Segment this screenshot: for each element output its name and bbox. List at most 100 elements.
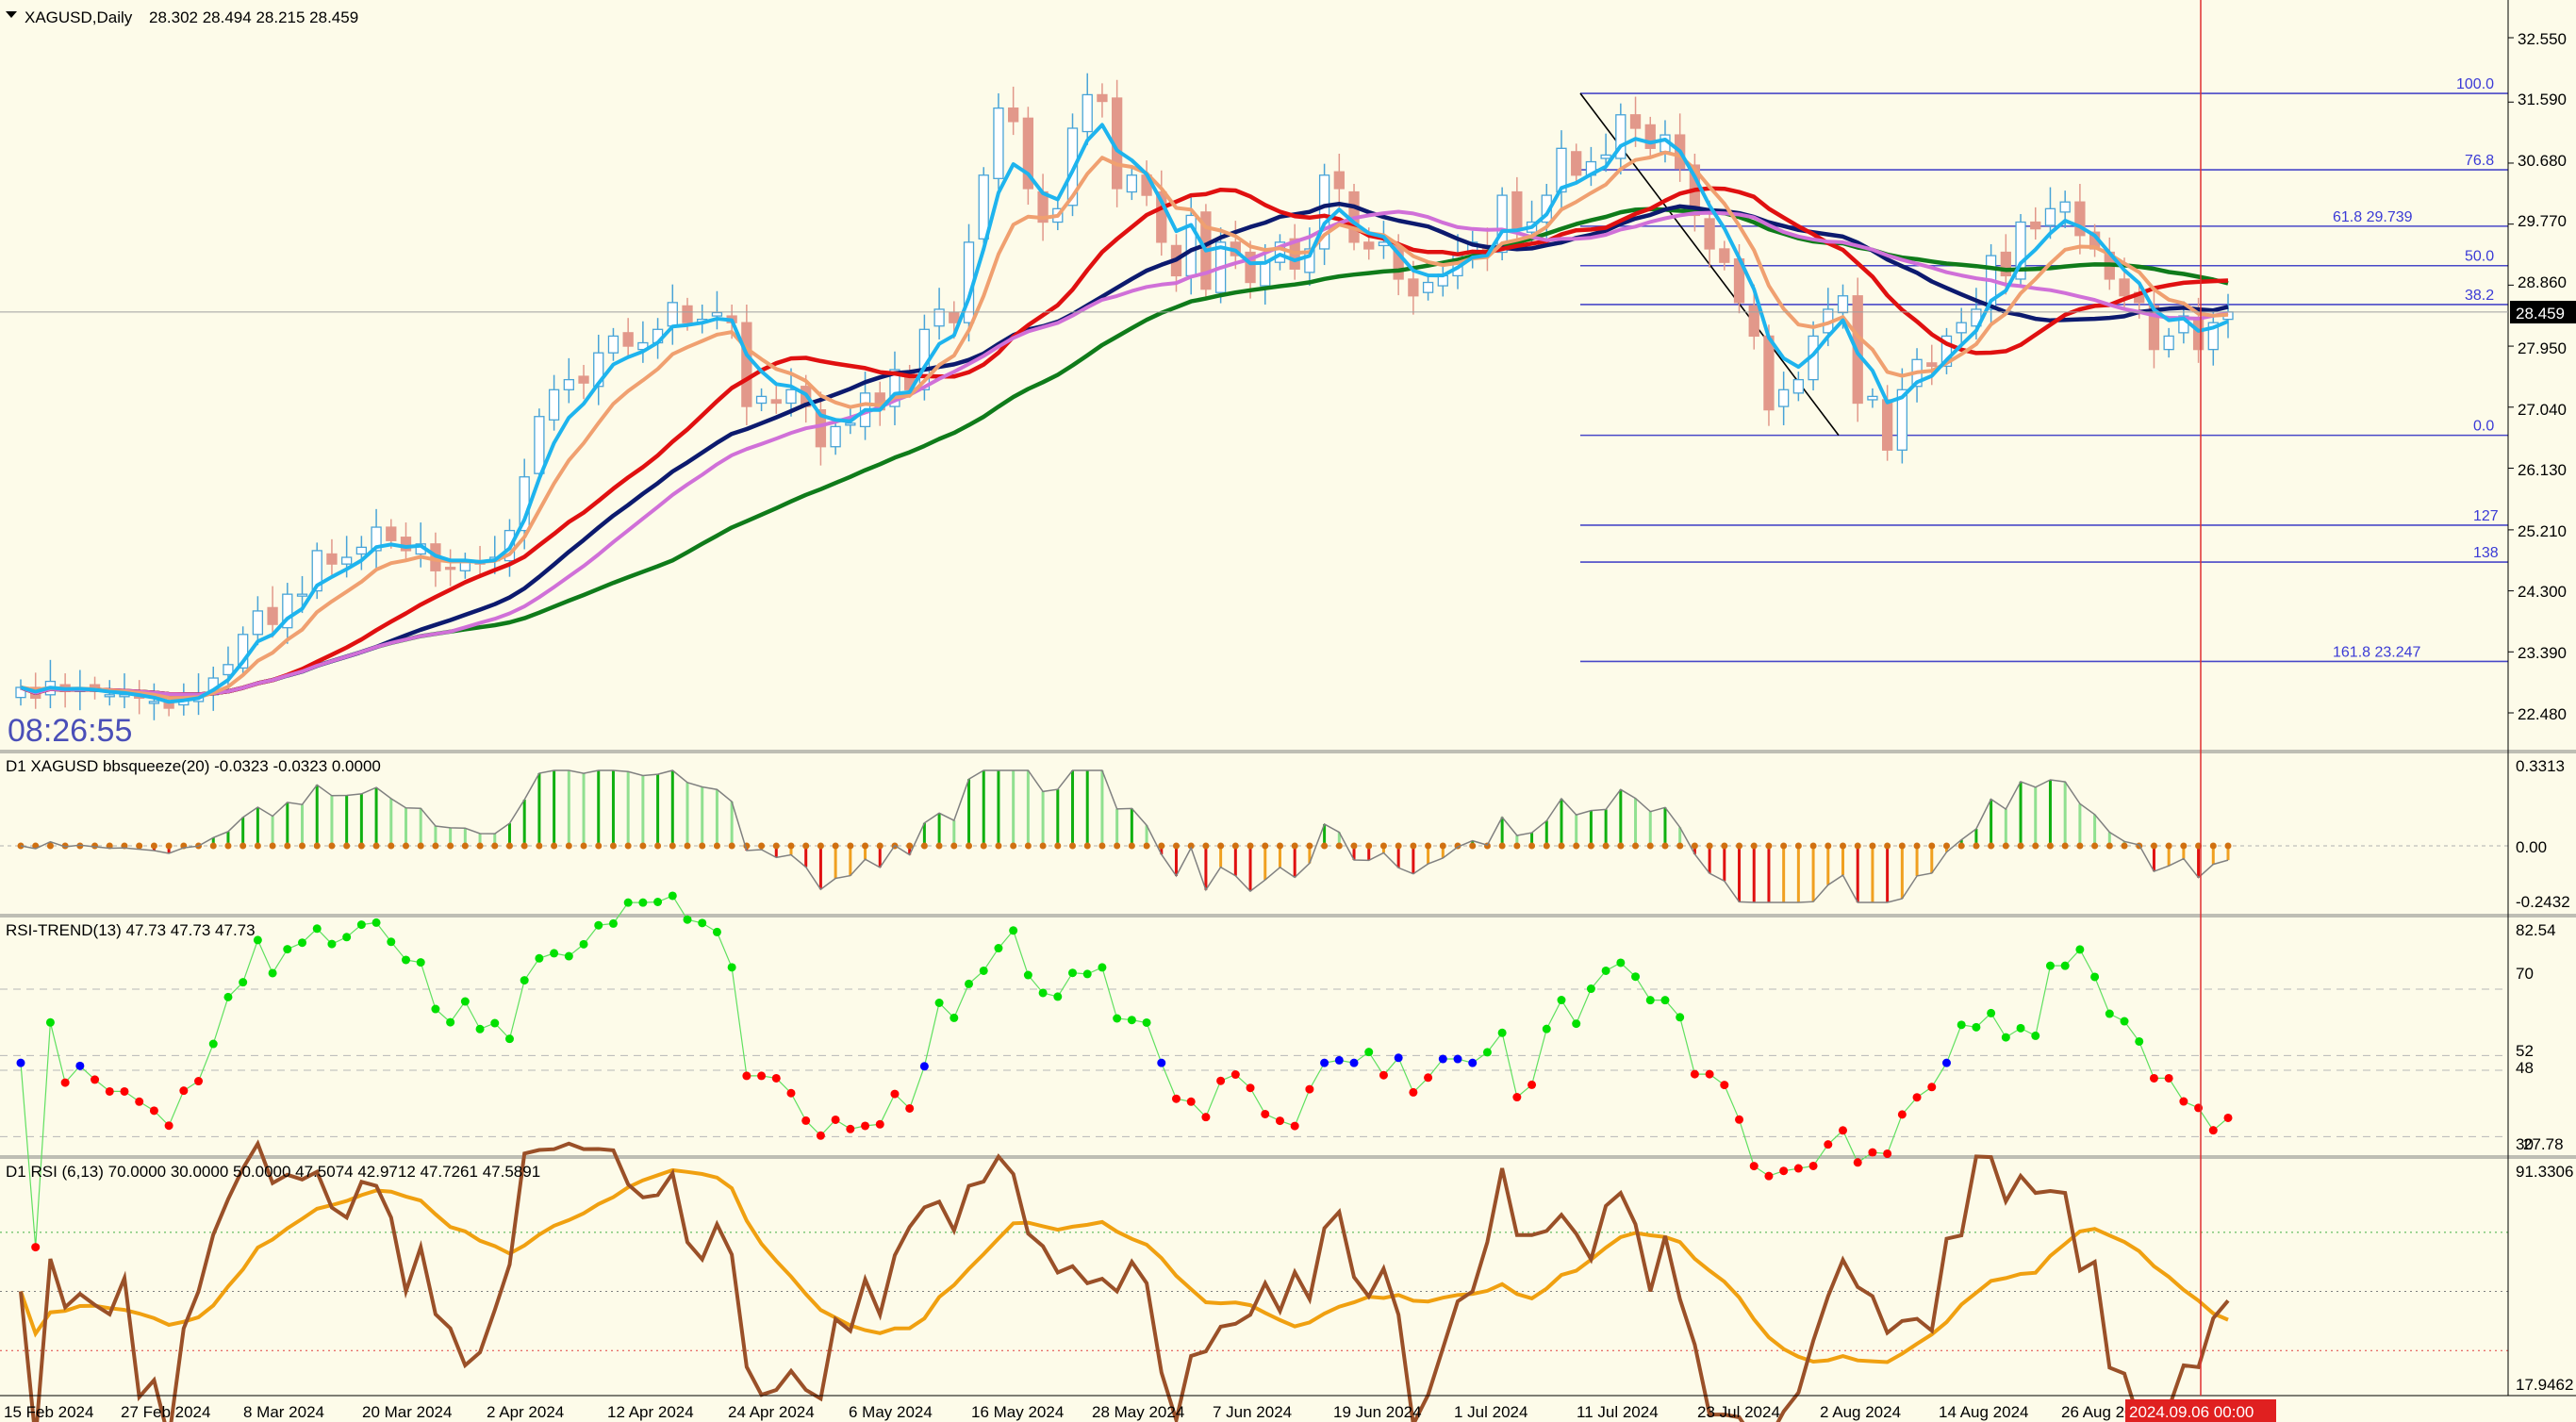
squeeze-dot [2180,842,2188,850]
date-tick: 12 Apr 2024 [607,1403,694,1421]
squeeze-dot [1528,842,1536,850]
squeeze-dot [1780,842,1788,850]
rsi-trend-dot [727,963,736,972]
rsi-trend-dot [712,927,721,936]
rsi-trend-dot [757,1071,767,1081]
candle-body [2059,201,2071,213]
candle-body [1097,93,1108,103]
squeeze-dot [1988,842,1995,850]
candle-body [1556,147,1567,193]
squeeze-dot [1973,842,1980,850]
squeeze-dot [343,842,351,850]
squeeze-dot [876,842,883,850]
rsi-trend-dot [771,1073,781,1083]
rsi-trend-dot [2208,1126,2218,1135]
price-tick: 27.040 [2518,401,2567,419]
price-tick: 29.770 [2518,212,2567,230]
squeeze-dot [1765,842,1773,850]
squeeze-dot [802,842,810,850]
ema-mid-line [20,150,2229,701]
rsi-trend-dot [1527,1080,1537,1089]
candle-body [1956,322,1967,334]
price-tick: 26.130 [2518,461,2567,479]
squeeze-dot [684,842,691,850]
rsi-trend-dot [1394,1053,1403,1063]
fib-level-label: 38.2 [2465,288,2494,304]
squeeze-dot [1425,842,1432,850]
cursor-date-badge [2125,1399,2276,1422]
rsi-trend-dot [1853,1158,1862,1167]
squeeze-dot [758,842,766,850]
rsi-trend-dot [1082,969,1092,979]
candle-body [607,335,619,354]
rsi-trend-dot [846,1124,855,1133]
rsi-trend-dot [1290,1121,1299,1131]
squeeze-dot [624,842,632,850]
candle-body [1571,151,1582,176]
rsi-trend-dot [1379,1070,1388,1080]
rsi-trend-dot [1305,1084,1314,1094]
rsi-trend-dot [1497,1028,1507,1037]
rsi-trend-dot [934,998,944,1007]
candle-body [2192,318,2204,351]
rsi-trend-dot [1779,1166,1789,1176]
squeeze-dot [1439,842,1446,850]
rsi-trend-dot [490,1018,500,1028]
candle-body [311,550,322,592]
date-tick: 27 Feb 2024 [121,1403,210,1421]
squeeze-dot [402,842,409,850]
squeeze-dot [328,842,336,850]
fib-level-label: 161.8 23.247 [2333,644,2421,660]
rsi-trend-dot [564,951,573,961]
squeeze-dot [1632,842,1640,850]
candle-body [2119,278,2130,297]
squeeze-dot [2076,842,2084,850]
candle-body [667,302,678,327]
main-plot-area [0,0,2508,749]
rsi-trend-dot [504,1034,514,1044]
rsi-trend-dot [1482,1048,1492,1057]
candle-body [1363,241,1375,250]
squeeze-dot [372,842,380,850]
candle-body [1408,278,1419,297]
squeeze-dot [1395,842,1402,850]
rsi-trend-dot [179,1086,189,1096]
squeeze-dot [269,842,276,850]
rsi-trend-line [20,895,2229,1248]
date-tick: 2 Apr 2024 [487,1403,564,1421]
chart-menu-triangle-icon[interactable] [6,11,17,18]
squeeze-dot [1128,842,1135,850]
candle-body [2015,221,2026,280]
rsi-trend-tick: 82.54 [2516,921,2556,939]
squeeze-dot [1736,842,1743,850]
squeeze-dot [609,842,617,850]
candle-body [1422,281,1434,293]
rsi-trend-dot [1764,1171,1774,1181]
rsi-trend-dot [1972,1022,1981,1032]
rsi-trend-dot [1320,1058,1329,1067]
candle-body [1644,124,1656,149]
rsi-trend-tick: 27.78 [2523,1135,2564,1153]
candle-body [949,311,960,323]
squeeze-dot [1202,842,1210,850]
candle-body [711,311,723,317]
rsi-trend-dot [387,937,396,947]
squeeze-dot [980,842,987,850]
rsi-trend-dot [1690,1069,1699,1079]
rsi-trend-dot [1645,996,1655,1005]
squeeze-dot [1083,842,1091,850]
rsi-trend-dot [1424,1073,1433,1083]
rsi-trend-dot [223,992,233,1001]
squeeze-dot [595,842,603,850]
rsi-trend-tick: 70 [2516,965,2534,983]
squeeze-dot [2032,842,2039,850]
candle-body [978,174,989,240]
date-tick: 6 May 2024 [849,1403,933,1421]
rsi-trend-dot [2090,972,2100,982]
squeeze-dot [1114,842,1121,850]
squeeze-dot [388,842,395,850]
candle-body [2000,251,2011,277]
rsi-trend-dot [1557,996,1566,1005]
